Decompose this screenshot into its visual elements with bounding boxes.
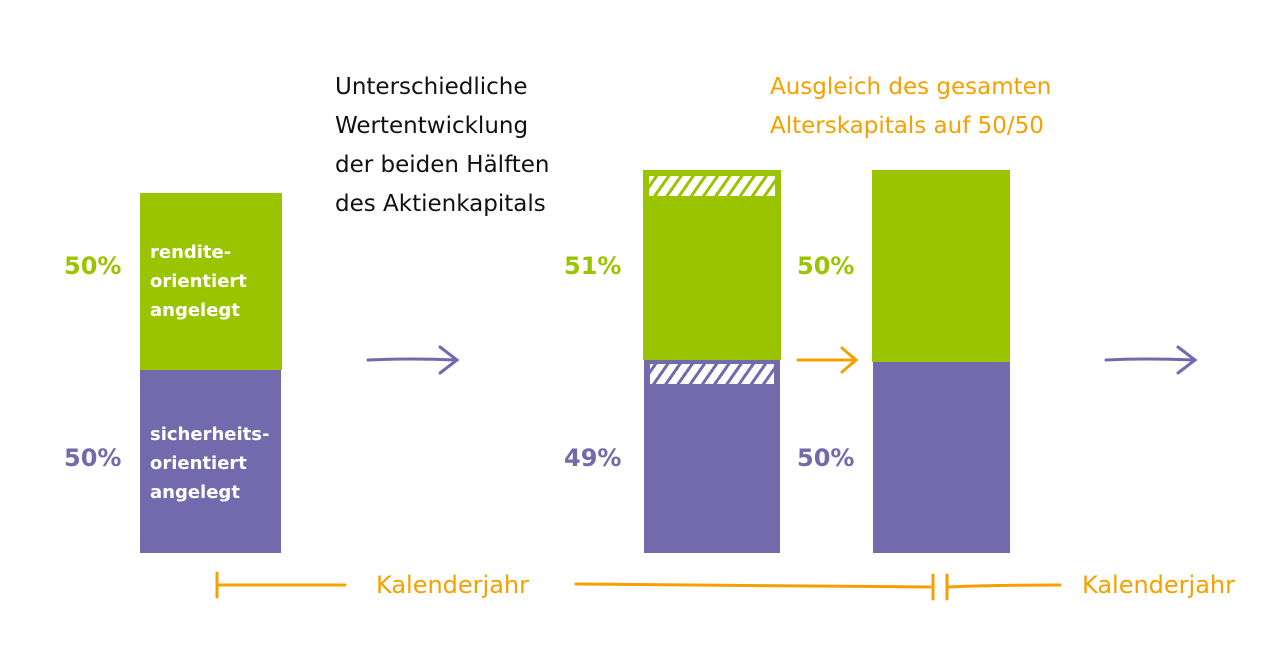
arrow-right-icon [366, 345, 460, 375]
bar2-top-segment [643, 170, 781, 360]
bar3-top-percent: 50% [797, 252, 855, 280]
bar1-bottom-percent: 50% [64, 444, 122, 472]
bar2-top-percent: 51% [564, 252, 622, 280]
bar2-top-gain-hatch [649, 176, 775, 196]
bar1-bottom-label: sicherheits- orientiert angelegt [150, 424, 270, 503]
bar3-bottom-percent: 50% [797, 444, 855, 472]
timeline-label-calendar-year: Kalenderjahr [376, 571, 529, 599]
annotation-rebalancing: Ausgleich des gesamten Alterskapitals au… [770, 74, 1052, 139]
timeline-label-calendar-year: Kalenderjahr [1082, 571, 1235, 599]
bar2-bottom-percent: 49% [564, 444, 622, 472]
bar1-top-segment [140, 193, 282, 370]
bar2-bottom-segment [644, 360, 780, 553]
timeline [215, 571, 1062, 601]
bar3-top-segment [872, 170, 1010, 362]
bar3-bottom-segment [873, 362, 1010, 553]
bar2-bottom-loss-hatch [650, 364, 774, 384]
annotation-development: Unterschiedliche Wertentwicklung der bei… [335, 74, 550, 217]
bar1-top-percent: 50% [64, 252, 122, 280]
bar1-top-label: rendite- orientiert angelegt [150, 242, 247, 321]
arrow-right-icon [1104, 345, 1198, 375]
bar1-bottom-segment [140, 370, 281, 553]
arrow-right-icon [796, 346, 859, 374]
